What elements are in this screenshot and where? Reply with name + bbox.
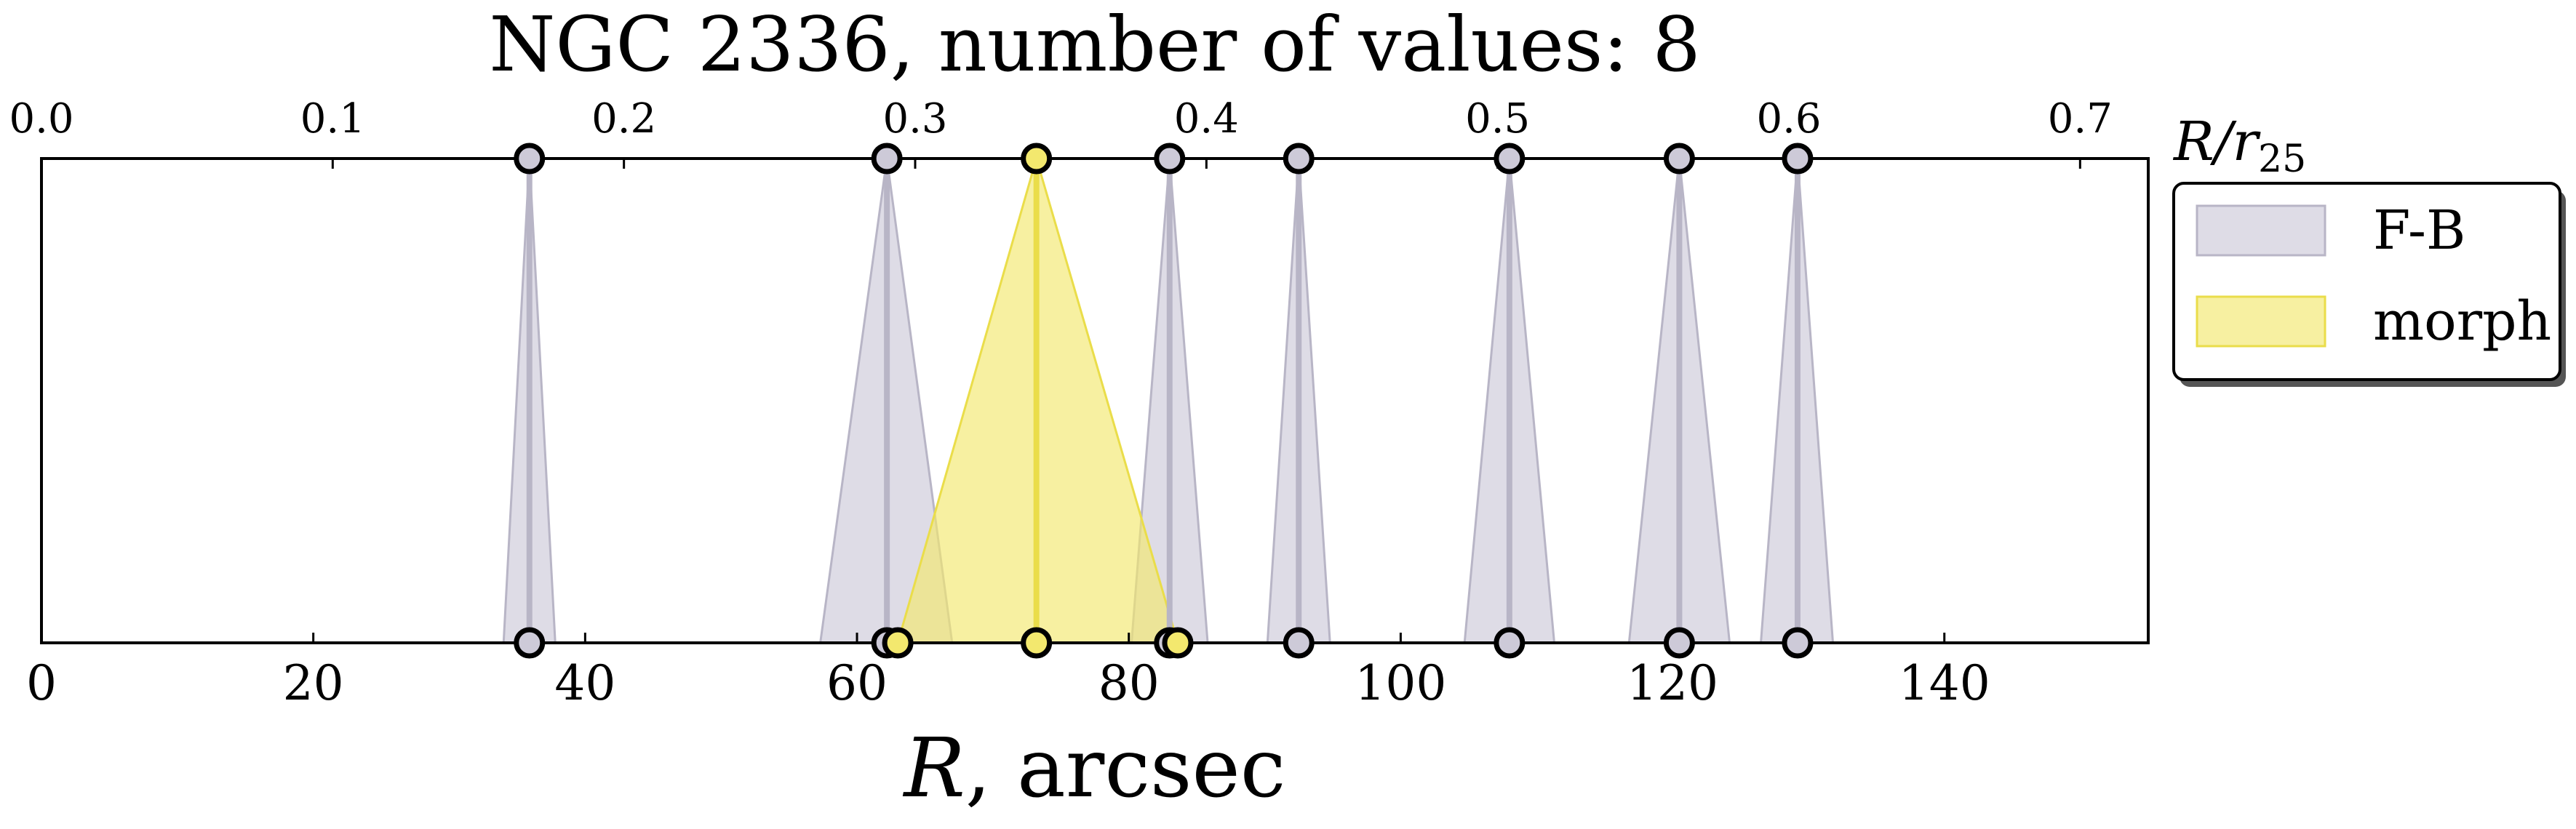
interval-marker-top-0-4	[1494, 143, 1526, 175]
interval-marker-top-1-0	[1021, 143, 1053, 175]
interval-markers	[514, 143, 1814, 659]
legend-label-morph: morph	[2373, 290, 2551, 353]
interval-marker-top-0-2	[1154, 143, 1186, 175]
x-axis-label: R, arcsec	[902, 721, 1285, 816]
top-tick-label-4: 0.4	[1174, 95, 1239, 143]
x-axis-label-variable: R	[902, 721, 965, 816]
interval-marker-bottom-center-0-4	[1494, 627, 1526, 659]
chart-title: NGC 2336, number of values: 8	[489, 0, 1700, 89]
x-tick-label-1: 20	[283, 655, 344, 711]
top-tick-label-5: 0.5	[1465, 95, 1530, 143]
interval-marker-bottom-high-1-0	[1162, 627, 1194, 659]
top-tick-label-2: 0.2	[591, 95, 656, 143]
top-axis-label-subscript: 25	[2258, 137, 2306, 181]
interval-marker-bottom-center-0-5	[1663, 627, 1695, 659]
plot-frame	[40, 157, 2150, 644]
top-axis-label-variable: R/r	[2172, 111, 2262, 173]
x-axis-label-unit: , arcsec	[965, 721, 1286, 816]
interval-marker-bottom-center-1-0	[1021, 627, 1053, 659]
interval-marker-bottom-center-0-3	[1283, 627, 1315, 659]
legend-swatch-fb	[2196, 204, 2326, 257]
x-tick-label-5: 100	[1355, 655, 1446, 711]
top-tick-label-1: 0.1	[300, 95, 365, 143]
x-tick-label-2: 40	[554, 655, 615, 711]
legend: F-B morph	[2172, 182, 2566, 387]
top-tick-label-3: 0.3	[882, 95, 947, 143]
interval-marker-top-0-5	[1663, 143, 1695, 175]
interval-marker-bottom-low-1-0	[882, 627, 914, 659]
axis-ticks: 0 20 40 60 80 100 120 140 0.0 0.1 0.2 0.3 0.4 0.5 0.6 0…	[9, 95, 2112, 711]
interval-marker-top-0-0	[514, 143, 546, 175]
interval-marker-top-0-1	[871, 143, 903, 175]
x-tick-label-0: 0	[26, 655, 57, 711]
interval-marker-top-0-3	[1283, 143, 1315, 175]
top-tick-label-7: 0.7	[2048, 95, 2113, 143]
interval-marker-bottom-center-0-6	[1782, 627, 1814, 659]
x-tick-label-3: 60	[826, 655, 888, 711]
top-tick-label-0: 0.0	[9, 95, 73, 143]
x-tick-label-4: 80	[1098, 655, 1160, 711]
top-axis-label: R/r25	[2172, 111, 2306, 181]
interval-center-lines	[526, 159, 1801, 643]
legend-swatch-morph	[2196, 295, 2326, 348]
interval-marker-bottom-center-0-0	[514, 627, 546, 659]
x-tick-label-6: 120	[1627, 655, 1718, 711]
legend-label-fb: F-B	[2373, 199, 2465, 262]
x-tick-label-7: 140	[1899, 655, 1990, 711]
top-tick-label-6: 0.6	[1756, 95, 1821, 143]
interval-marker-top-0-6	[1782, 143, 1814, 175]
